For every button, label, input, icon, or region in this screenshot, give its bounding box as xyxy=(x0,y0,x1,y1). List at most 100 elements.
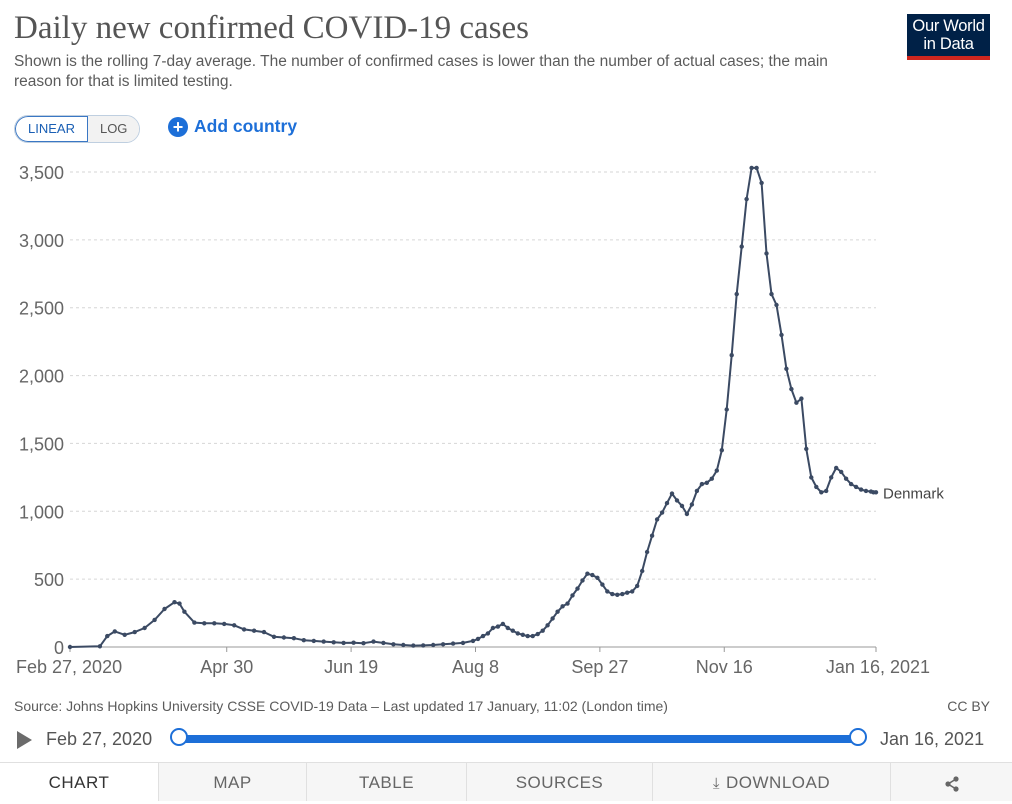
data-point xyxy=(212,621,217,626)
tab-bar: CHART MAP TABLE SOURCES ⤓ DOWNLOAD xyxy=(0,762,1012,801)
tab-map[interactable]: MAP xyxy=(158,763,306,801)
data-point xyxy=(799,396,804,401)
data-point xyxy=(431,642,436,648)
data-point xyxy=(112,629,118,634)
line-chart[interactable]: 0 500 1,000 1,500 2,000 2,500 3,000 3,500 Feb 27… xyxy=(0,150,1012,690)
data-point xyxy=(704,480,709,485)
data-point xyxy=(251,628,257,633)
y-tick-label: 0 xyxy=(54,638,64,658)
data-point xyxy=(152,617,157,623)
data-point xyxy=(734,291,739,297)
share-button[interactable] xyxy=(890,763,1012,801)
data-point xyxy=(182,609,187,614)
tab-download[interactable]: ⤓ DOWNLOAD xyxy=(652,763,890,801)
data-point xyxy=(460,640,466,646)
data-point xyxy=(505,625,510,631)
data-point xyxy=(301,638,306,643)
data-point xyxy=(809,475,814,480)
data-point xyxy=(162,606,167,612)
license-link[interactable]: CC BY xyxy=(947,698,990,714)
data-point xyxy=(794,400,799,405)
data-point xyxy=(351,640,356,645)
data-point xyxy=(779,332,784,338)
timeline-start-handle[interactable] xyxy=(170,728,188,746)
data-point xyxy=(630,589,635,594)
add-country-label: Add country xyxy=(194,116,298,136)
data-point xyxy=(654,517,660,522)
data-point xyxy=(784,366,789,371)
data-point xyxy=(824,488,829,494)
timeline-end-handle[interactable] xyxy=(849,728,867,746)
data-point xyxy=(122,632,127,637)
data-point xyxy=(679,503,685,509)
tab-table[interactable]: TABLE xyxy=(306,763,466,801)
data-point xyxy=(105,633,110,639)
data-point xyxy=(873,490,879,495)
data-point xyxy=(714,468,719,473)
data-point xyxy=(819,490,824,495)
logo-line-2: in Data xyxy=(923,35,974,53)
data-point xyxy=(640,568,645,574)
plus-circle-icon: + xyxy=(168,116,188,137)
data-point xyxy=(480,633,486,639)
data-point xyxy=(744,196,749,202)
data-point xyxy=(470,638,476,644)
data-point xyxy=(241,627,247,632)
data-point xyxy=(271,634,277,639)
x-tick-label: Sep 27 xyxy=(571,657,628,677)
data-point xyxy=(848,481,854,487)
data-point xyxy=(863,488,869,494)
data-point xyxy=(769,291,774,297)
y-tick-label: 2,000 xyxy=(19,367,64,387)
data-point xyxy=(341,640,346,646)
data-point xyxy=(560,604,565,609)
add-country-button[interactable]: + Add country xyxy=(168,116,297,137)
data-point xyxy=(669,491,675,496)
data-point xyxy=(814,484,819,490)
data-point xyxy=(839,469,844,475)
data-point xyxy=(510,628,515,633)
data-point xyxy=(485,631,491,636)
data-point xyxy=(585,571,590,576)
data-point xyxy=(311,638,316,644)
x-tick-label: Apr 30 xyxy=(200,657,253,677)
data-point xyxy=(644,549,650,555)
data-point xyxy=(381,640,386,646)
log-scale-button[interactable]: LOG xyxy=(87,116,140,142)
y-tick-label: 3,000 xyxy=(19,231,64,251)
data-point xyxy=(689,502,695,507)
y-tick-label: 500 xyxy=(34,570,64,590)
data-point xyxy=(764,251,769,256)
data-point xyxy=(834,465,839,471)
data-point xyxy=(724,407,729,412)
data-point xyxy=(411,643,416,648)
data-point xyxy=(361,641,366,646)
data-point xyxy=(515,631,520,636)
data-point xyxy=(540,628,545,633)
download-icon: ⤓ xyxy=(712,775,720,792)
data-point xyxy=(804,446,809,452)
data-point xyxy=(172,600,177,605)
data-point xyxy=(580,578,585,583)
data-point xyxy=(331,640,336,645)
tab-sources[interactable]: SOURCES xyxy=(466,763,652,801)
data-point xyxy=(440,642,446,647)
data-point xyxy=(674,498,680,503)
data-point xyxy=(450,641,456,646)
share-icon xyxy=(944,775,959,792)
tab-chart[interactable]: CHART xyxy=(0,763,158,801)
data-point xyxy=(719,448,724,453)
play-icon[interactable] xyxy=(17,731,32,749)
data-point xyxy=(530,633,535,639)
timeline-track[interactable] xyxy=(178,735,858,743)
data-point xyxy=(67,644,73,650)
data-point xyxy=(659,510,665,515)
data-point xyxy=(545,623,550,628)
data-point xyxy=(421,643,426,648)
linear-scale-button[interactable]: LINEAR xyxy=(15,116,88,142)
data-point xyxy=(684,511,690,517)
data-point xyxy=(853,484,859,490)
owid-logo[interactable]: Our World in Data xyxy=(907,14,990,60)
data-point xyxy=(232,623,237,628)
data-point xyxy=(595,575,600,580)
